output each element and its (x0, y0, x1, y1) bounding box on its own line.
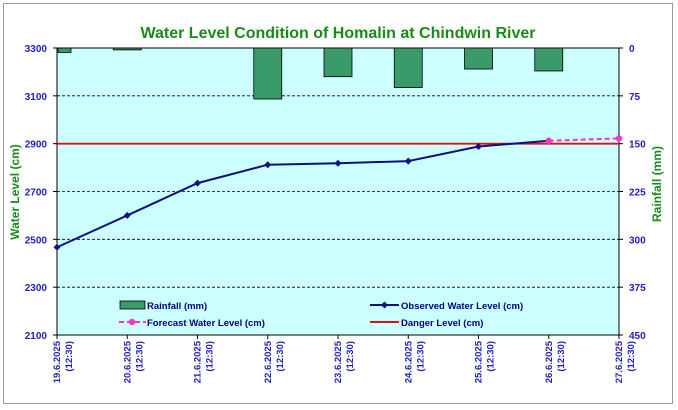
x-axis-date-label: 21.6.2025 (193, 340, 204, 383)
x-axis-date-label: 25.6.2025 (474, 340, 485, 383)
observed-water-level-point (475, 143, 482, 151)
right-axis-tick-label: 0 (629, 44, 635, 55)
right-axis: 0 75 150 225 300 375 450 (619, 44, 646, 342)
observed-water-level-line (56, 139, 549, 249)
observed-water-level-point (194, 179, 201, 187)
right-axis-tick-label: 300 (629, 235, 646, 246)
legend-observed-marker (381, 301, 388, 309)
x-axis-date-label: 26.6.2025 (544, 340, 555, 383)
rainfall-bar (112, 47, 142, 51)
left-axis-tick-label: 2500 (25, 235, 48, 246)
chart-svg: Water Level Condition of Homalin at Chin… (8, 25, 664, 383)
x-axis-date-label: 27.6.2025 (614, 340, 625, 383)
left-axis-tick-label: 3300 (25, 44, 48, 55)
x-axis-time-label: (12:30) (134, 341, 145, 372)
x-axis-date-label: 22.6.2025 (263, 340, 274, 383)
water-level-lines (53, 135, 623, 251)
left-axis-tick-label: 2900 (25, 140, 48, 151)
x-axis-time-label: (12:30) (486, 341, 497, 372)
x-axis-time-label: (12:30) (345, 341, 356, 372)
legend-forecast-label: Forecast Water Level (cm) (147, 318, 265, 329)
rainfall-bar (534, 47, 564, 72)
rainfall-bars (57, 47, 564, 100)
forecast-water-level-point (615, 135, 623, 142)
x-axis-time-label: (12:30) (64, 341, 75, 372)
observed-water-level-point (53, 243, 61, 251)
left-axis-tick-label: 2100 (25, 331, 48, 342)
x-axis-time-label: (12:30) (556, 341, 567, 372)
chart-title: Water Level Condition of Homalin at Chin… (141, 25, 536, 42)
forecast-water-level-point (545, 137, 552, 144)
observed-water-level-point (123, 211, 131, 219)
rainfall-bar (57, 47, 72, 53)
left-axis: 3300 3100 2900 2700 2500 2300 2100 (25, 44, 57, 342)
rainfall-bar (464, 47, 493, 70)
rainfall-bar (253, 47, 283, 100)
rainfall-bar (323, 47, 353, 78)
x-axis-date-label: 19.6.2025 (52, 340, 63, 383)
right-axis-tick-label: 150 (629, 140, 646, 151)
x-axis-date-label: 24.6.2025 (403, 340, 414, 383)
x-axis-time-label: (12:30) (275, 341, 286, 372)
legend-rainfall-label: Rainfall (mm) (147, 301, 207, 312)
observed-water-level-point (404, 157, 412, 165)
right-axis-tick-label: 375 (629, 283, 646, 294)
right-axis-tick-label: 450 (629, 331, 646, 342)
left-axis-tick-label: 2700 (25, 188, 48, 199)
legend-observed-label: Observed Water Level (cm) (401, 301, 523, 312)
rainfall-bar (393, 47, 423, 88)
right-axis-tick-label: 75 (629, 92, 641, 103)
x-axis: 19.6.2025 (12:30) 20.6.2025 (12:30) 21.6.202… (52, 335, 637, 383)
legend-rainfall-swatch (119, 300, 146, 310)
x-axis-time-label: (12:30) (205, 341, 216, 372)
observed-water-level-point (264, 161, 272, 169)
left-axis-tick-label: 3100 (25, 92, 48, 103)
x-axis-time-label: (12:30) (415, 341, 426, 372)
left-axis-label: Water Level (cm) (8, 144, 22, 240)
x-axis-date-label: 23.6.2025 (333, 340, 344, 383)
left-axis-tick-label: 2300 (25, 283, 48, 294)
legend-forecast-marker (128, 318, 136, 326)
x-axis-date-label: 20.6.2025 (122, 340, 133, 383)
legend: Rainfall (mm) Observed Water Level (cm) … (119, 300, 523, 329)
right-axis-label: Rainfall (mm) (650, 146, 664, 222)
observed-water-level-point (334, 159, 342, 167)
chart-frame: Water Level Condition of Homalin at Chin… (3, 3, 673, 404)
right-axis-tick-label: 225 (629, 188, 646, 199)
x-axis-time-label: (12:30) (626, 341, 637, 372)
forecast-water-level-line (548, 137, 620, 142)
legend-danger-label: Danger Level (cm) (401, 318, 483, 329)
